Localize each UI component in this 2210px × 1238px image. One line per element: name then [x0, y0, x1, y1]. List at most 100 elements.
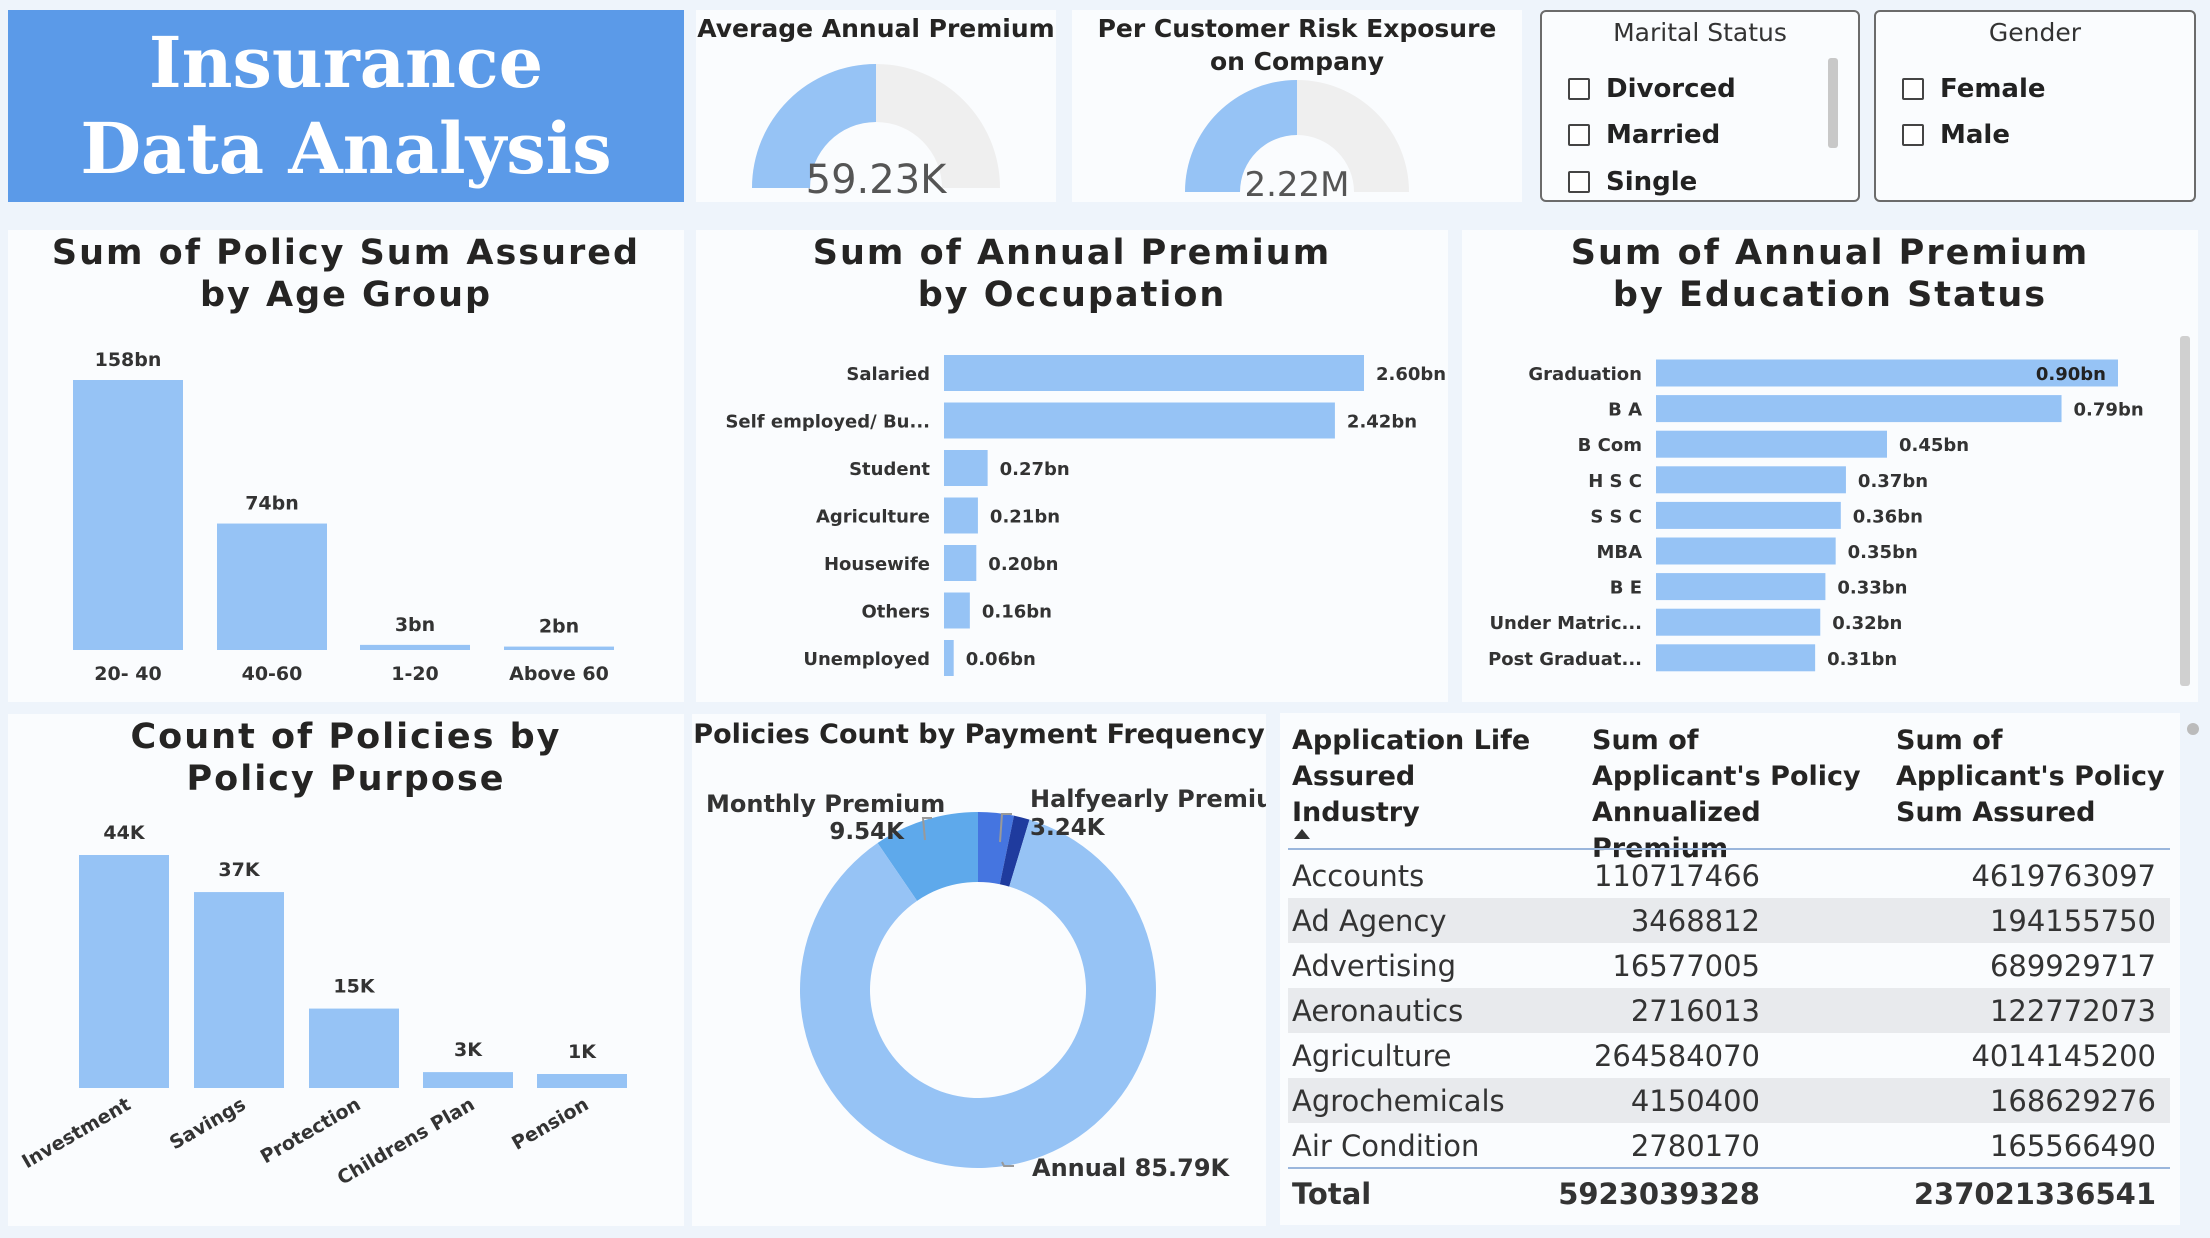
tick-label: Investment: [18, 1093, 134, 1173]
slicer-option-divorced[interactable]: Divorced: [1568, 74, 1736, 104]
tick-label: Agriculture: [816, 507, 930, 528]
table-row[interactable]: Advertising 16577005 689929717: [1288, 943, 2170, 988]
bar[interactable]: [423, 1072, 513, 1088]
leader-line: [999, 813, 1012, 843]
bar[interactable]: [944, 497, 978, 534]
tick-label: Graduation: [1528, 364, 1642, 385]
industry-cell: Agriculture: [1292, 1039, 1452, 1073]
bar[interactable]: [537, 1074, 627, 1088]
checkbox-icon[interactable]: [1902, 78, 1924, 100]
bar[interactable]: [1656, 466, 1846, 494]
table-row[interactable]: Agriculture 264584070 4014145200: [1288, 1033, 2170, 1078]
age-group-bar-chart: 158bn 20- 40 74bn 40-60 3bn 1-20 2bn Above 60: [73, 349, 614, 685]
policy-purpose-bar-chart: 44KInvestment37KSavings15KProtection3KCh…: [18, 822, 627, 1190]
annualized-premium-cell: 3468812: [1630, 904, 1760, 938]
tick-label: B Com: [1578, 435, 1642, 456]
data-label: 0.79bn: [2074, 400, 2144, 421]
tick-label: MBA: [1596, 542, 1642, 563]
donut-slice-halfyearly[interactable]: [978, 812, 1014, 885]
tick-label: 20- 40: [94, 663, 161, 685]
bar[interactable]: [1656, 644, 1816, 672]
bar[interactable]: [504, 646, 614, 650]
bar[interactable]: [944, 355, 1364, 391]
bar[interactable]: [1656, 537, 1836, 565]
tick-label: Pension: [508, 1093, 592, 1154]
donut-label-halfyearly-value: 3.24K: [1030, 815, 1106, 841]
donut-slice-annual[interactable]: [799, 819, 1156, 1169]
policy-purpose-chart-panel: Count of Policies by Policy Purpose 44K I…: [8, 714, 684, 1226]
slicer-option-male[interactable]: Male: [1902, 120, 2010, 150]
bar[interactable]: [1656, 395, 2062, 423]
column-header-sum-assured[interactable]: Sum of Applicant's Policy Sum Assured: [1896, 725, 2165, 828]
bar[interactable]: [73, 380, 183, 650]
bar[interactable]: [309, 1008, 399, 1088]
tick-label: Savings: [166, 1093, 250, 1154]
sum-assured-cell: 4014145200: [1971, 1039, 2156, 1073]
bar[interactable]: [944, 450, 988, 486]
table-row[interactable]: Agrochemicals 4150400 168629276: [1288, 1078, 2170, 1123]
table-row[interactable]: Accounts 110717466 4619763097: [1288, 853, 2170, 898]
sort-ascending-icon[interactable]: [1294, 829, 1310, 839]
slicer-option-single[interactable]: Single: [1568, 167, 1697, 197]
industry-cell: Accounts: [1292, 859, 1425, 893]
chart-scrollbar[interactable]: [2180, 336, 2190, 686]
column-header-industry[interactable]: Application Life Assured Industry: [1292, 725, 1531, 828]
checkbox-icon[interactable]: [1568, 171, 1590, 193]
tick-label: Salaried: [846, 364, 930, 385]
table-row[interactable]: Aeronautics 2716013 122772073: [1288, 988, 2170, 1033]
dashboard-title-panel: Insurance Data Analysis: [8, 10, 684, 202]
slicer-option-female[interactable]: Female: [1902, 74, 2046, 104]
data-label: 0.36bn: [1853, 506, 1923, 527]
tick-label: B E: [1610, 578, 1642, 599]
annualized-premium-cell: 2780170: [1630, 1129, 1760, 1163]
tick-label: B A: [1608, 400, 1642, 421]
donut-slice-monthly[interactable]: [877, 812, 978, 901]
bar[interactable]: [944, 402, 1335, 439]
bar[interactable]: [1656, 608, 1821, 636]
data-label: 0.31bn: [1827, 649, 1897, 670]
bar[interactable]: [944, 545, 977, 581]
checkbox-icon[interactable]: [1902, 124, 1924, 146]
donut-slice-other[interactable]: [999, 815, 1030, 887]
table-row[interactable]: Air Condition 2780170 165566490: [1288, 1123, 2170, 1168]
industry-cell: Air Condition: [1292, 1129, 1480, 1163]
bar[interactable]: [1656, 501, 1841, 529]
slicer-option-married[interactable]: Married: [1568, 120, 1720, 150]
gauge-average-annual-premium[interactable]: Average Annual Premium 59.23K: [696, 10, 1056, 202]
table-row[interactable]: Ad Agency 3468812 194155750: [1288, 898, 2170, 943]
total-label: Total: [1292, 1177, 1372, 1211]
bar[interactable]: [1656, 573, 1826, 601]
gender-slicer[interactable]: Gender Female Male: [1874, 10, 2196, 202]
data-label: 2bn: [539, 616, 579, 638]
data-label: 15K: [333, 976, 375, 998]
table-scroll-dot[interactable]: [2187, 723, 2199, 735]
bar[interactable]: [944, 592, 970, 629]
education-bar-chart: Graduation 0.90bn B A 0.79bn B Com 0.45bn H S …: [1488, 359, 2144, 672]
gauge-title: Per Customer Risk Exposure on Company: [1097, 14, 1497, 76]
tick-label: Above 60: [509, 663, 609, 685]
annualized-premium-cell: 16577005: [1612, 949, 1760, 983]
data-label: 0.45bn: [1899, 435, 1969, 456]
occupation-chart-panel: Sum of Annual Premium by Occupation Sala…: [696, 230, 1448, 702]
bar[interactable]: [360, 644, 470, 650]
data-label: 3K: [454, 1039, 483, 1061]
bar[interactable]: [217, 523, 327, 650]
bar[interactable]: [79, 855, 169, 1088]
gauge-fill: [1185, 80, 1297, 192]
bar[interactable]: [1656, 430, 1887, 458]
donut-label-annual: Annual 85.79K: [1032, 1154, 1231, 1182]
column-header-annualized-premium[interactable]: Sum of Applicant's Policy Annualized Pre…: [1592, 725, 1861, 864]
marital-status-slicer[interactable]: Marital Status Divorced Married Single: [1540, 10, 1860, 202]
industry-cell: Aeronautics: [1292, 994, 1464, 1028]
bar[interactable]: [1656, 359, 2118, 387]
checkbox-icon[interactable]: [1568, 78, 1590, 100]
gauge-risk-exposure[interactable]: Per Customer Risk Exposure on Company 2.…: [1072, 10, 1522, 202]
data-label: 0.90bn: [2036, 364, 2106, 385]
bar[interactable]: [194, 892, 284, 1088]
total-sum-assured: 237021336541: [1913, 1177, 2156, 1211]
industry-table[interactable]: Application Life Assured Industry Sum of…: [1280, 713, 2180, 1225]
slicer-scrollbar[interactable]: [1828, 58, 1838, 148]
checkbox-icon[interactable]: [1568, 124, 1590, 146]
bar[interactable]: [944, 640, 954, 676]
